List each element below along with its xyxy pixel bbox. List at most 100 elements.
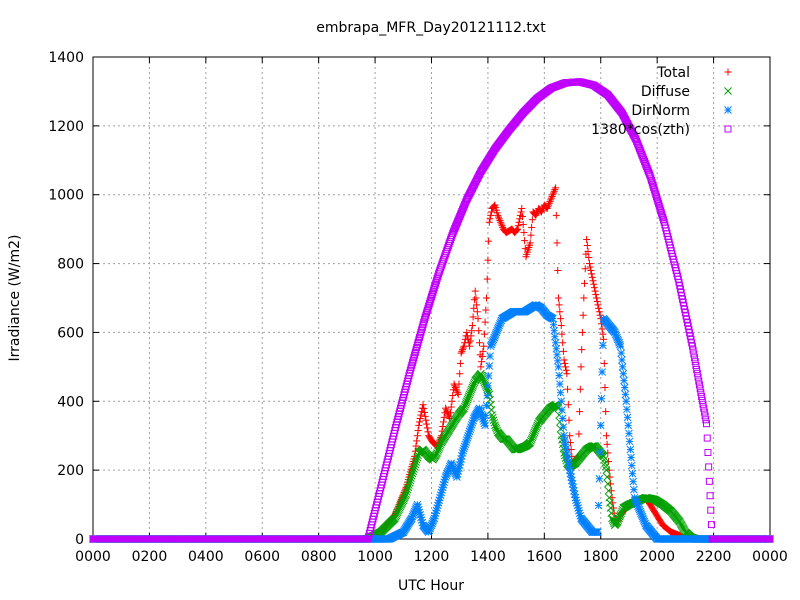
data-point <box>627 461 636 470</box>
data-point <box>459 346 467 354</box>
data-point <box>592 291 600 299</box>
data-point <box>623 413 632 422</box>
data-point <box>630 485 638 494</box>
data-point <box>585 260 593 268</box>
x-tick-label: 0200 <box>132 549 168 565</box>
data-point <box>552 184 560 192</box>
data-point <box>526 239 534 247</box>
y-tick-label: 800 <box>57 257 84 273</box>
data-point <box>593 297 601 305</box>
data-point <box>594 528 602 536</box>
data-point <box>512 227 520 235</box>
data-point <box>489 416 498 425</box>
data-point <box>591 287 599 295</box>
data-point <box>490 418 499 427</box>
data-point <box>622 405 631 414</box>
data-point <box>481 318 489 326</box>
data-point <box>517 208 525 216</box>
data-point <box>555 371 563 380</box>
data-point <box>466 337 474 345</box>
legend-label: Total <box>656 65 690 81</box>
data-point <box>538 208 546 216</box>
data-point <box>485 218 493 226</box>
data-point <box>567 445 575 453</box>
data-point <box>583 235 591 243</box>
data-point <box>440 413 448 421</box>
data-point <box>558 414 567 423</box>
data-point <box>545 201 553 209</box>
x-tick-label: 0600 <box>244 549 280 565</box>
data-point <box>576 385 584 393</box>
data-point <box>575 430 583 438</box>
x-tick-label: 1600 <box>527 549 563 565</box>
data-point <box>560 356 568 364</box>
legend-label: DirNorm <box>631 103 690 119</box>
chart-title: embrapa_MFR_Day20121112.txt <box>316 20 546 36</box>
data-point <box>565 416 573 424</box>
data-point <box>514 225 522 233</box>
data-point <box>555 380 564 388</box>
data-point <box>581 279 589 287</box>
data-point <box>457 349 465 357</box>
data-point <box>484 381 492 390</box>
data-point <box>576 408 584 416</box>
data-point <box>621 390 630 399</box>
data-point <box>583 241 591 249</box>
data-point <box>417 411 425 419</box>
data-point <box>554 363 563 371</box>
x-tick-label: 1400 <box>470 549 506 565</box>
data-point <box>554 266 562 274</box>
data-point <box>563 370 571 378</box>
data-point <box>463 328 471 336</box>
data-point <box>518 213 526 221</box>
data-point <box>627 453 635 462</box>
data-point <box>557 315 565 323</box>
data-point <box>485 237 493 245</box>
data-point <box>482 306 490 314</box>
data-point <box>452 385 460 393</box>
data-point <box>420 405 428 413</box>
data-point <box>419 401 427 409</box>
data-point <box>603 480 612 488</box>
data-point <box>596 421 605 430</box>
data-point <box>497 220 505 228</box>
data-point <box>453 387 461 395</box>
data-point <box>412 458 420 466</box>
x-tick-label: 1200 <box>414 549 450 565</box>
data-point <box>479 347 487 355</box>
data-point <box>478 358 486 366</box>
data-point <box>600 359 608 367</box>
grid-lines <box>93 57 770 539</box>
data-point <box>473 308 481 316</box>
data-point <box>520 229 528 237</box>
data-point <box>475 339 483 347</box>
data-point <box>578 328 586 336</box>
data-point <box>618 363 627 371</box>
data-point <box>602 408 610 416</box>
data-point <box>566 439 574 447</box>
data-point <box>579 311 587 319</box>
data-point <box>404 483 413 492</box>
x-axis-label: UTC Hour <box>398 578 464 594</box>
data-point <box>485 362 494 370</box>
data-point <box>588 270 596 278</box>
data-point <box>423 424 431 432</box>
x-tick-label: 1800 <box>583 549 619 565</box>
data-point <box>498 222 506 230</box>
data-point <box>465 339 473 347</box>
data-point <box>557 322 565 330</box>
y-tick-label: 1000 <box>48 188 84 204</box>
data-point <box>402 490 410 499</box>
data-point <box>494 213 502 221</box>
data-point <box>473 301 481 309</box>
data-point <box>443 408 451 416</box>
data-point <box>445 413 453 421</box>
data-point <box>422 416 430 424</box>
data-point <box>555 301 563 309</box>
data-point <box>483 391 492 400</box>
data-point <box>551 186 559 194</box>
data-point <box>475 327 483 335</box>
data-point <box>449 392 457 400</box>
data-point <box>557 397 566 406</box>
data-point <box>496 217 504 225</box>
